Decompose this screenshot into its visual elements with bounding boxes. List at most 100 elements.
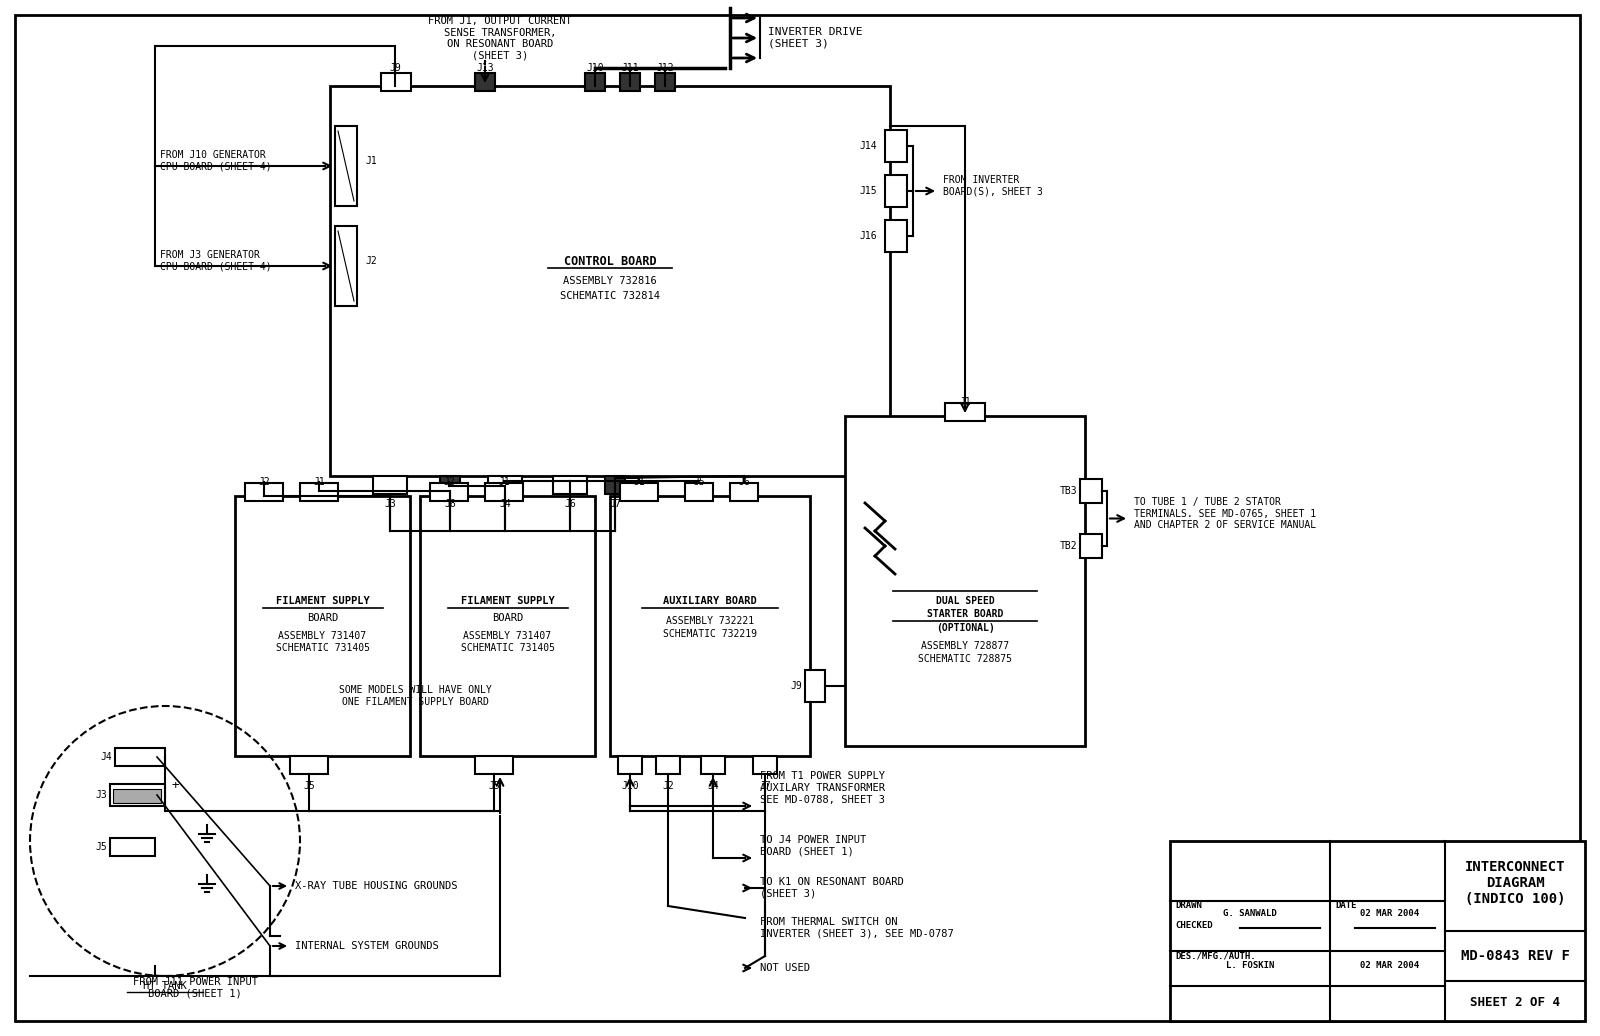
Bar bbox=[701, 756, 725, 774]
Bar bbox=[605, 476, 626, 494]
Text: ASSEMBLY 731407: ASSEMBLY 731407 bbox=[278, 631, 366, 641]
Bar bbox=[430, 483, 469, 501]
Text: INVERTER DRIVE
(SHEET 3): INVERTER DRIVE (SHEET 3) bbox=[768, 27, 862, 49]
Text: J1: J1 bbox=[634, 477, 645, 487]
Text: J5: J5 bbox=[693, 477, 706, 487]
Bar bbox=[656, 756, 680, 774]
Bar bbox=[654, 73, 675, 91]
Bar bbox=[885, 220, 907, 252]
Text: J11: J11 bbox=[621, 63, 638, 73]
Text: TB2: TB2 bbox=[1059, 541, 1077, 551]
Text: SCHEMATIC 728875: SCHEMATIC 728875 bbox=[918, 654, 1013, 664]
Text: J15: J15 bbox=[859, 186, 877, 196]
Bar bbox=[610, 496, 810, 756]
Text: J2: J2 bbox=[443, 477, 454, 487]
Text: J4: J4 bbox=[101, 752, 112, 762]
Text: J1: J1 bbox=[498, 477, 510, 487]
Bar bbox=[754, 756, 778, 774]
Text: J2: J2 bbox=[365, 256, 376, 266]
Bar bbox=[301, 483, 338, 501]
Text: L. FOSKIN: L. FOSKIN bbox=[1226, 961, 1274, 971]
Bar bbox=[554, 476, 587, 494]
Text: SCHEMATIC 732219: SCHEMATIC 732219 bbox=[662, 629, 757, 639]
Text: SCHEMATIC 732814: SCHEMATIC 732814 bbox=[560, 291, 661, 301]
Bar bbox=[114, 789, 162, 803]
Text: J1: J1 bbox=[958, 397, 971, 407]
Bar bbox=[440, 476, 461, 494]
Bar bbox=[805, 670, 826, 702]
Text: FROM INVERTER
BOARD(S), SHEET 3: FROM INVERTER BOARD(S), SHEET 3 bbox=[942, 175, 1043, 197]
Text: TB3: TB3 bbox=[1059, 486, 1077, 496]
Bar bbox=[475, 756, 514, 774]
Text: FROM T1 POWER SUPPLY
AUXILARY TRANSFORMER
SEE MD-0788, SHEET 3: FROM T1 POWER SUPPLY AUXILARY TRANSFORME… bbox=[760, 772, 885, 805]
Bar bbox=[488, 476, 522, 494]
Text: STARTER BOARD: STARTER BOARD bbox=[926, 609, 1003, 618]
Bar bbox=[1080, 479, 1102, 503]
Text: J14: J14 bbox=[859, 141, 877, 151]
Bar bbox=[245, 483, 283, 501]
Text: DRAWN: DRAWN bbox=[1174, 901, 1202, 911]
Text: J4: J4 bbox=[499, 499, 510, 509]
Bar bbox=[373, 476, 406, 494]
Text: SCHEMATIC 731405: SCHEMATIC 731405 bbox=[275, 643, 370, 653]
Text: (OPTIONAL): (OPTIONAL) bbox=[936, 623, 994, 633]
Text: TO TUBE 1 / TUBE 2 STATOR
TERMINALS. SEE MD-0765, SHEET 1
AND CHAPTER 2 OF SERVI: TO TUBE 1 / TUBE 2 STATOR TERMINALS. SEE… bbox=[1134, 497, 1317, 530]
Text: BOARD: BOARD bbox=[491, 613, 523, 623]
Text: +: + bbox=[171, 778, 179, 792]
Text: INTERCONNECT
DIAGRAM
(INDICO 100): INTERCONNECT DIAGRAM (INDICO 100) bbox=[1464, 860, 1565, 906]
Text: J1: J1 bbox=[365, 156, 376, 166]
Text: FROM J3 GENERATOR
CPU BOARD (SHEET 4): FROM J3 GENERATOR CPU BOARD (SHEET 4) bbox=[160, 251, 272, 271]
Bar bbox=[1080, 534, 1102, 558]
Text: J9: J9 bbox=[790, 681, 802, 691]
Bar bbox=[235, 496, 410, 756]
Text: J7: J7 bbox=[758, 781, 771, 792]
Text: J2: J2 bbox=[662, 781, 674, 792]
Text: MD-0843 REV F: MD-0843 REV F bbox=[1461, 949, 1570, 963]
Text: J4: J4 bbox=[707, 781, 718, 792]
Bar bbox=[885, 130, 907, 162]
Text: HT TANK: HT TANK bbox=[142, 981, 187, 991]
Bar bbox=[485, 483, 523, 501]
Text: TO K1 ON RESONANT BOARD
(SHEET 3): TO K1 ON RESONANT BOARD (SHEET 3) bbox=[760, 877, 904, 899]
Text: J9: J9 bbox=[389, 63, 402, 73]
Text: SCHEMATIC 731405: SCHEMATIC 731405 bbox=[461, 643, 555, 653]
Text: J6: J6 bbox=[565, 499, 576, 509]
Text: J5: J5 bbox=[488, 781, 499, 792]
Bar bbox=[421, 496, 595, 756]
Bar bbox=[946, 403, 986, 421]
Bar bbox=[618, 756, 642, 774]
Bar bbox=[1170, 841, 1586, 1021]
Text: SOME MODELS WILL HAVE ONLY
ONE FILAMENT SUPPLY BOARD: SOME MODELS WILL HAVE ONLY ONE FILAMENT … bbox=[339, 685, 491, 707]
Text: DATE: DATE bbox=[1334, 901, 1357, 911]
Bar bbox=[110, 838, 155, 856]
Text: J12: J12 bbox=[656, 63, 674, 73]
Text: J2: J2 bbox=[258, 477, 270, 487]
Bar bbox=[845, 416, 1085, 746]
Text: G. SANWALD: G. SANWALD bbox=[1222, 910, 1277, 919]
Text: ASSEMBLY 732221: ASSEMBLY 732221 bbox=[666, 616, 754, 626]
Bar bbox=[685, 483, 714, 501]
Text: FILAMENT SUPPLY: FILAMENT SUPPLY bbox=[275, 596, 370, 606]
Text: FROM J1, OUTPUT CURRENT
SENSE TRANSFORMER,
ON RESONANT BOARD
(SHEET 3): FROM J1, OUTPUT CURRENT SENSE TRANSFORME… bbox=[429, 16, 571, 61]
Text: ASSEMBLY 731407: ASSEMBLY 731407 bbox=[464, 631, 552, 641]
Text: INTERNAL SYSTEM GROUNDS: INTERNAL SYSTEM GROUNDS bbox=[294, 941, 438, 951]
Bar bbox=[334, 126, 357, 206]
Text: FROM THERMAL SWITCH ON
INVERTER (SHEET 3), SEE MD-0787: FROM THERMAL SWITCH ON INVERTER (SHEET 3… bbox=[760, 917, 954, 939]
Bar bbox=[330, 86, 890, 476]
Bar bbox=[621, 483, 658, 501]
Bar bbox=[730, 483, 758, 501]
Text: J13: J13 bbox=[477, 63, 494, 73]
Bar bbox=[621, 73, 640, 91]
Bar bbox=[586, 73, 605, 91]
Text: J1: J1 bbox=[314, 477, 325, 487]
Text: FILAMENT SUPPLY: FILAMENT SUPPLY bbox=[461, 596, 554, 606]
Text: DUAL SPEED: DUAL SPEED bbox=[936, 596, 994, 606]
Text: X-RAY TUBE HOUSING GROUNDS: X-RAY TUBE HOUSING GROUNDS bbox=[294, 881, 458, 891]
Text: J6: J6 bbox=[738, 477, 750, 487]
Text: ASSEMBLY 728877: ASSEMBLY 728877 bbox=[922, 641, 1010, 651]
Text: J8: J8 bbox=[445, 499, 456, 509]
Bar bbox=[885, 175, 907, 207]
Bar bbox=[290, 756, 328, 774]
Text: SHEET 2 OF 4: SHEET 2 OF 4 bbox=[1470, 997, 1560, 1009]
Text: J10: J10 bbox=[586, 63, 603, 73]
